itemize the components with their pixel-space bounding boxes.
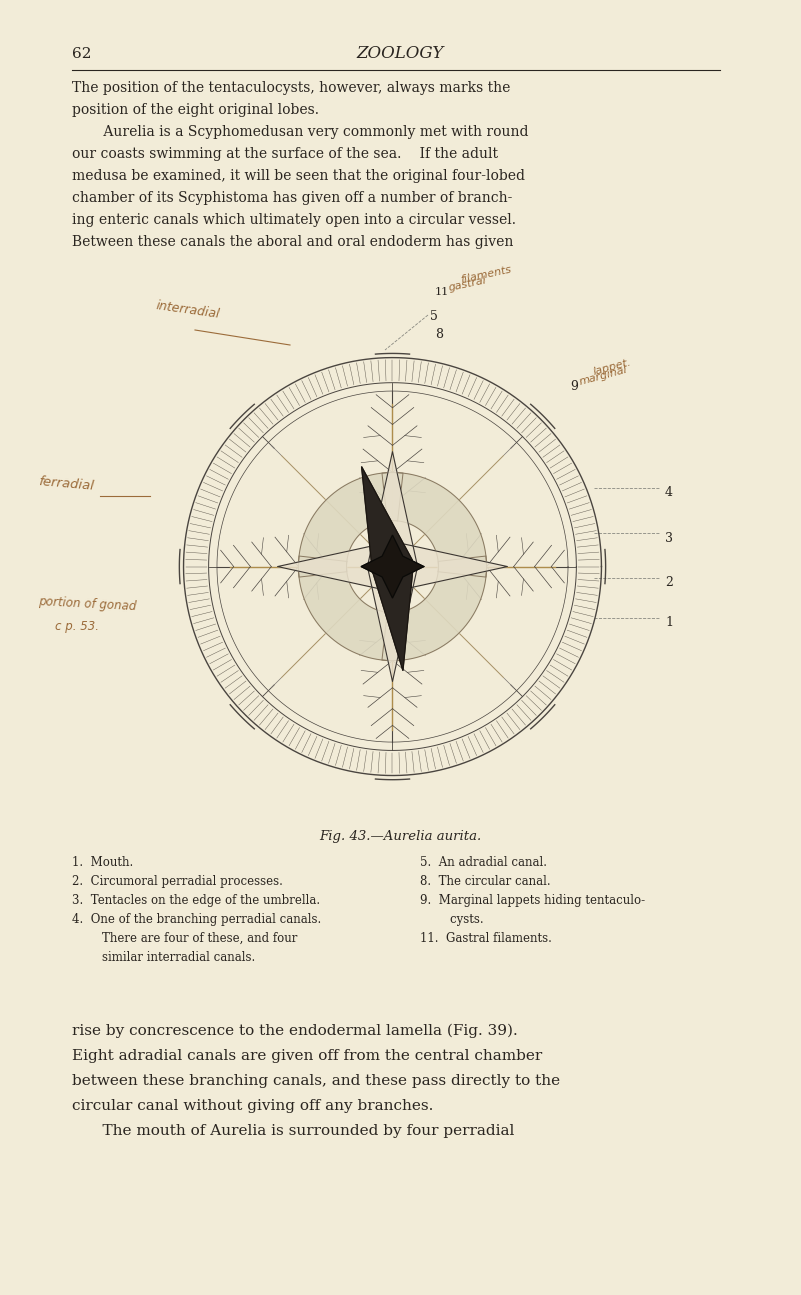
Text: 8.  The circular canal.: 8. The circular canal.: [420, 875, 550, 888]
Text: position of the eight original lobes.: position of the eight original lobes.: [72, 104, 319, 117]
Text: portion of gonad: portion of gonad: [38, 594, 137, 613]
Text: chamber of its Scyphistoma has given off a number of branch-: chamber of its Scyphistoma has given off…: [72, 190, 513, 205]
Text: ferradial: ferradial: [38, 475, 95, 493]
Text: Eight adradial canals are given off from the central chamber: Eight adradial canals are given off from…: [72, 1049, 542, 1063]
Polygon shape: [382, 473, 486, 578]
Text: ing enteric canals which ultimately open into a circular vessel.: ing enteric canals which ultimately open…: [72, 212, 516, 227]
Text: Aurelia is a Scyphomedusan very commonly met with round: Aurelia is a Scyphomedusan very commonly…: [72, 126, 529, 139]
Text: filaments: filaments: [460, 264, 513, 285]
Text: rise by concrescence to the endodermal lamella (Fig. 39).: rise by concrescence to the endodermal l…: [72, 1023, 517, 1039]
Text: medusa be examined, it will be seen that the original four-lobed: medusa be examined, it will be seen that…: [72, 170, 525, 183]
Text: gastral: gastral: [448, 275, 488, 293]
Polygon shape: [361, 535, 424, 598]
Polygon shape: [382, 556, 486, 660]
Text: Fig. 43.—Aurelia aurita.: Fig. 43.—Aurelia aurita.: [319, 830, 481, 843]
Text: similar interradial canals.: similar interradial canals.: [72, 951, 256, 963]
Text: ZOOLOGY: ZOOLOGY: [356, 45, 444, 62]
Text: 1: 1: [665, 616, 673, 629]
Text: 2.  Circumoral perradial processes.: 2. Circumoral perradial processes.: [72, 875, 283, 888]
Text: 11: 11: [435, 287, 449, 297]
Text: 3: 3: [665, 531, 673, 544]
Text: 11.  Gastral filaments.: 11. Gastral filaments.: [420, 932, 552, 945]
Text: 4: 4: [665, 487, 673, 500]
Text: 3.  Tentacles on the edge of the umbrella.: 3. Tentacles on the edge of the umbrella…: [72, 894, 320, 906]
Text: between these branching canals, and these pass directly to the: between these branching canals, and thes…: [72, 1074, 560, 1088]
Text: 62: 62: [72, 47, 91, 61]
Polygon shape: [278, 541, 392, 592]
Polygon shape: [299, 556, 403, 660]
Polygon shape: [368, 567, 417, 681]
Text: circular canal without giving off any branches.: circular canal without giving off any br…: [72, 1099, 433, 1112]
Text: Between these canals the aboral and oral endoderm has given: Between these canals the aboral and oral…: [72, 234, 513, 249]
Text: 8: 8: [435, 328, 443, 341]
Text: There are four of these, and four: There are four of these, and four: [72, 932, 297, 945]
Polygon shape: [392, 541, 507, 592]
Text: 2: 2: [665, 576, 673, 589]
Text: 5.  An adradial canal.: 5. An adradial canal.: [420, 856, 547, 869]
Polygon shape: [299, 473, 403, 578]
Text: interradial: interradial: [155, 299, 220, 321]
Polygon shape: [372, 565, 413, 671]
Text: 1.  Mouth.: 1. Mouth.: [72, 856, 133, 869]
Text: 9.  Marginal lappets hiding tentaculo-: 9. Marginal lappets hiding tentaculo-: [420, 894, 645, 906]
Text: cysts.: cysts.: [420, 913, 484, 926]
Text: The mouth of Aurelia is surrounded by four perradial: The mouth of Aurelia is surrounded by fo…: [72, 1124, 514, 1138]
Text: 9: 9: [570, 379, 578, 392]
Text: The position of the tentaculocysts, however, always marks the: The position of the tentaculocysts, howe…: [72, 82, 510, 95]
Text: our coasts swimming at the surface of the sea.  If the adult: our coasts swimming at the surface of th…: [72, 148, 498, 161]
Polygon shape: [368, 452, 417, 567]
Text: 4.  One of the branching perradial canals.: 4. One of the branching perradial canals…: [72, 913, 321, 926]
Text: lappet.: lappet.: [592, 357, 632, 377]
Text: marginal: marginal: [578, 364, 629, 387]
Text: c p. 53.: c p. 53.: [55, 620, 99, 633]
Text: 5: 5: [430, 310, 438, 322]
Polygon shape: [361, 466, 413, 572]
